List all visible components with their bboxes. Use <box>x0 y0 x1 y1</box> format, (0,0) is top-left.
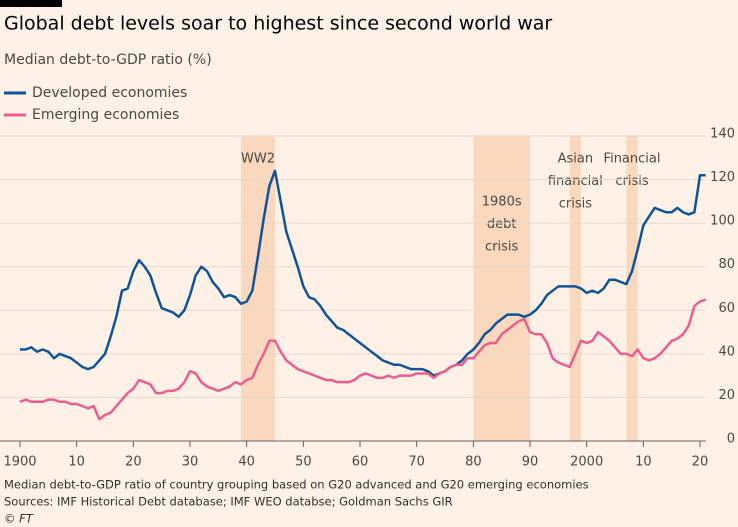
y-tick-label: 80 <box>718 257 735 272</box>
series-line <box>20 169 706 377</box>
region-label: financial <box>548 174 603 189</box>
x-tick-label: 60 <box>352 455 369 470</box>
source: Sources: IMF Historical Debt database; I… <box>4 495 453 509</box>
x-tick-label: 10 <box>635 455 652 470</box>
x-tick-label: 80 <box>465 455 482 470</box>
y-tick-label: 60 <box>718 301 735 316</box>
x-tick-label: 30 <box>182 455 199 470</box>
brand-bar <box>0 0 62 7</box>
credit: © FT <box>4 512 34 526</box>
x-tick-label: 1900 <box>3 455 36 470</box>
x-tick-label: 10 <box>68 455 85 470</box>
region-label: crisis <box>559 197 592 212</box>
shaded-region <box>473 136 531 441</box>
chart-subtitle: Median debt-to-GDP ratio (%) <box>4 52 212 68</box>
x-tick-label: 20 <box>125 455 142 470</box>
y-tick-label: 120 <box>710 170 735 185</box>
region-label: 1980s <box>482 195 522 210</box>
y-tick-label: 140 <box>710 127 735 142</box>
x-tick-label: 40 <box>238 455 255 470</box>
region-label: crisis <box>485 240 518 255</box>
region-label: WW2 <box>241 152 275 167</box>
region-label: crisis <box>615 174 648 189</box>
x-tick-label: 2000 <box>570 455 603 470</box>
region-label: debt <box>487 217 517 232</box>
x-tick-label: 20 <box>692 455 709 470</box>
region-label: Asian <box>558 152 593 167</box>
y-tick-label: 20 <box>718 388 735 403</box>
shaded-region <box>626 136 638 441</box>
footnote: Median debt-to-GDP ratio of country grou… <box>4 478 589 492</box>
x-tick-label: 90 <box>522 455 539 470</box>
x-tick-label: 50 <box>295 455 312 470</box>
shaded-region <box>569 136 582 441</box>
x-tick-label: 70 <box>408 455 425 470</box>
series-line <box>19 298 707 421</box>
region-label: Financial <box>604 152 661 167</box>
y-tick-label: 40 <box>718 344 735 359</box>
legend-label: Developed economies <box>32 85 187 101</box>
y-tick-label: 0 <box>727 432 735 447</box>
legend-label: Emerging economies <box>32 107 179 123</box>
y-tick-label: 100 <box>710 214 735 229</box>
chart-title: Global debt levels soar to highest since… <box>4 13 552 35</box>
